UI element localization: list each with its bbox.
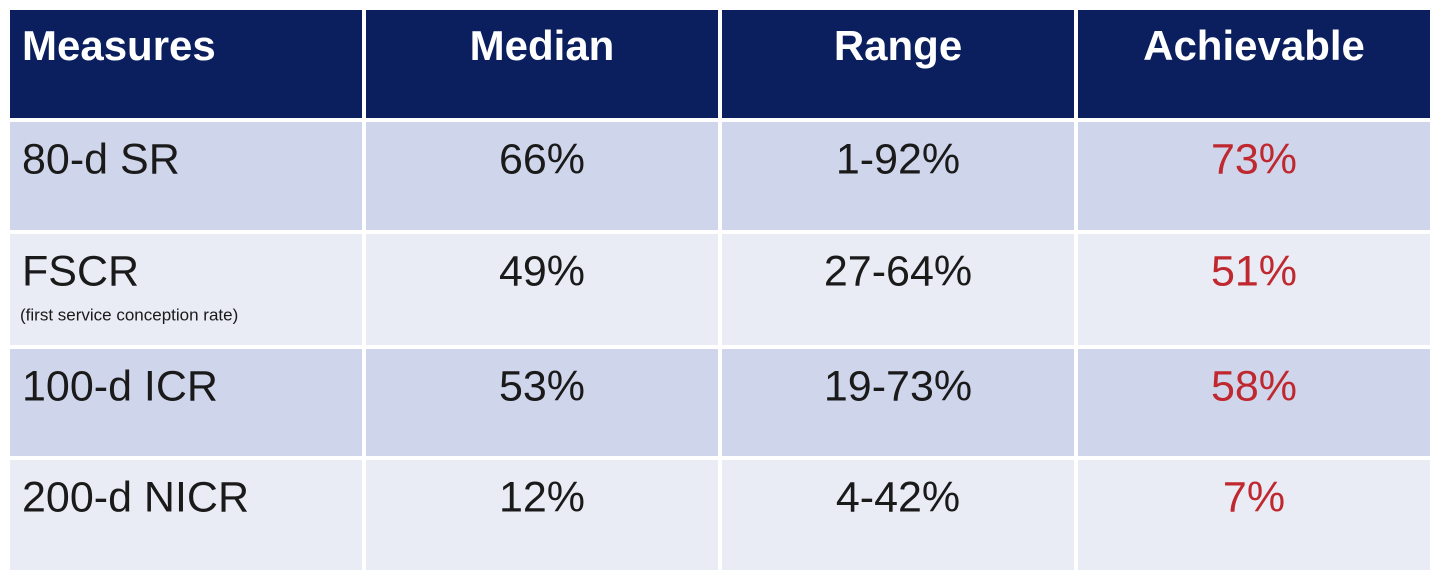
median-text: 53% xyxy=(498,362,586,411)
table-cell: FSCR (first service conception rate) xyxy=(10,234,362,345)
table-cell: 53% xyxy=(366,349,718,456)
header-text: Range xyxy=(833,22,963,69)
achievable-text: 7% xyxy=(1222,473,1286,522)
median-text: 12% xyxy=(498,473,586,522)
measure-text: FSCR xyxy=(22,247,140,296)
table-cell: 73% xyxy=(1078,122,1430,230)
achievable-text: 73% xyxy=(1210,135,1298,184)
header-text: Measures xyxy=(22,22,216,69)
range-text: 4-42% xyxy=(835,473,961,522)
table-cell: 100-d ICR xyxy=(10,349,362,456)
achievable-text: 58% xyxy=(1210,362,1298,411)
achievable-text: 51% xyxy=(1210,247,1298,296)
table-cell: 1-92% xyxy=(722,122,1074,230)
table-cell: 12% xyxy=(366,460,718,570)
table-cell: 51% xyxy=(1078,234,1430,345)
header-text: Median xyxy=(469,22,615,69)
measure-text: 200-d NICR xyxy=(22,473,250,522)
range-text: 27-64% xyxy=(823,247,973,296)
table-cell: 7% xyxy=(1078,460,1430,570)
header-cell: Measures xyxy=(10,10,362,118)
header-text: Achievable xyxy=(1143,22,1365,69)
table-cell: 4-42% xyxy=(722,460,1074,570)
header-cell: Achievable xyxy=(1078,10,1430,118)
table-cell: 27-64% xyxy=(722,234,1074,345)
table-cell: 66% xyxy=(366,122,718,230)
table-cell: 49% xyxy=(366,234,718,345)
measure-text: 100-d ICR xyxy=(22,362,218,411)
range-text: 1-92% xyxy=(835,135,961,184)
measure-text: 80-d SR xyxy=(22,135,180,184)
range-text: 19-73% xyxy=(823,362,973,411)
table-cell: 19-73% xyxy=(722,349,1074,456)
median-text: 49% xyxy=(498,247,586,296)
note-text: (first service conception rate) xyxy=(20,305,239,325)
table-cell: 80-d SR xyxy=(10,122,362,230)
header-cell: Median xyxy=(366,10,718,118)
median-text: 66% xyxy=(498,135,586,184)
table-cell: 200-d NICR xyxy=(10,460,362,570)
table-cell: 58% xyxy=(1078,349,1430,456)
header-cell: Range xyxy=(722,10,1074,118)
